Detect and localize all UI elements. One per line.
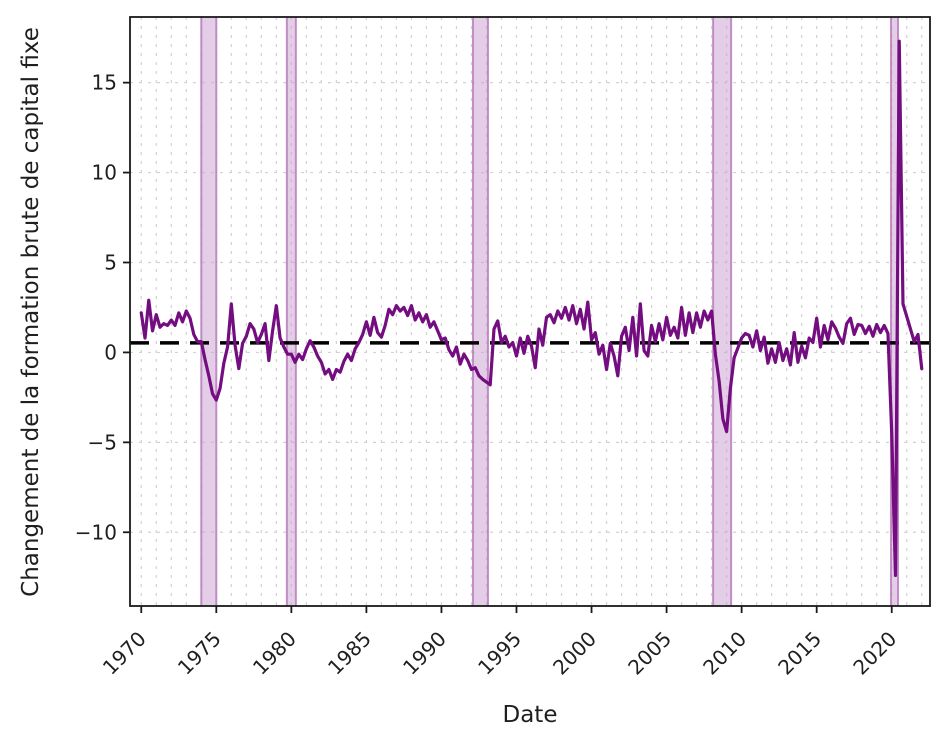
y-tick-label: 5: [104, 250, 117, 274]
recession-band: [890, 17, 899, 606]
recession-band: [472, 17, 488, 606]
y-axis-label: Changement de la formation brute de capi…: [18, 27, 44, 597]
plot-area: [130, 17, 930, 606]
data-line: [139, 39, 924, 578]
y-tick-label: 0: [104, 340, 117, 364]
y-tick-label: −10: [75, 520, 117, 544]
recession-band: [201, 17, 217, 606]
recession-band: [713, 17, 732, 606]
y-tick-label: 15: [92, 71, 117, 95]
recession-band: [286, 17, 296, 606]
axes-spines: [129, 16, 931, 607]
y-tick-label: −5: [88, 430, 117, 454]
y-tick-label: 10: [92, 161, 117, 185]
x-axis-label: Date: [503, 702, 558, 728]
